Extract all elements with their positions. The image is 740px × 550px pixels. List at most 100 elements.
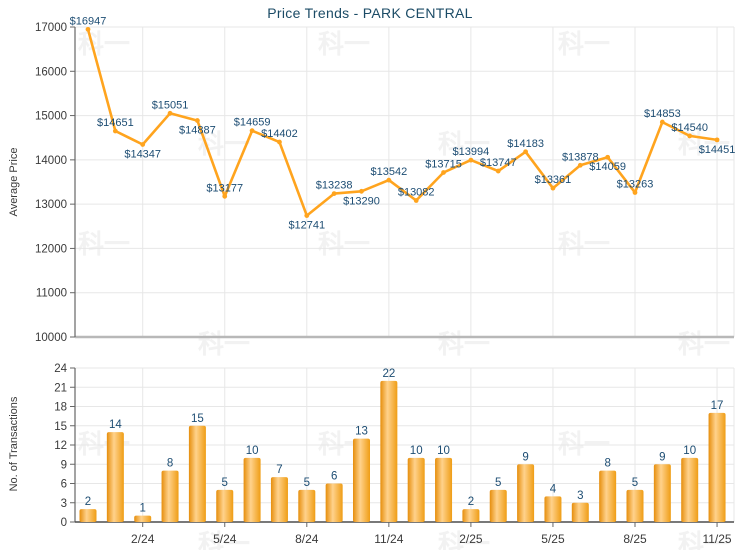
data-point-marker bbox=[714, 137, 720, 143]
data-point-marker bbox=[222, 193, 228, 199]
bar-value-label: 10 bbox=[410, 445, 423, 457]
price-point-label: $14887 bbox=[179, 125, 216, 137]
y-tick-label-price: 14000 bbox=[35, 155, 67, 167]
data-point-marker bbox=[468, 157, 474, 163]
price-point-label: $14853 bbox=[644, 108, 681, 120]
y-tick-label-price: 10000 bbox=[35, 332, 67, 344]
watermark-text: 科一 bbox=[438, 530, 491, 550]
data-point-marker bbox=[495, 168, 501, 174]
data-point-marker bbox=[195, 118, 200, 123]
bar-value-label: 8 bbox=[604, 458, 610, 470]
data-point-marker bbox=[140, 142, 146, 147]
bar-value-label: 22 bbox=[382, 368, 395, 380]
watermark-text: 科一 bbox=[78, 230, 131, 260]
watermark-text: 科一 bbox=[318, 30, 371, 60]
x-tick-label: 8/24 bbox=[295, 532, 319, 546]
price-point-label: $12741 bbox=[288, 220, 325, 232]
bar-value-label: 15 bbox=[191, 413, 204, 425]
y-tick-label-transactions: 6 bbox=[61, 479, 67, 491]
bar-value-label: 10 bbox=[437, 445, 450, 457]
chart-title: Price Trends - PARK CENTRAL bbox=[267, 5, 473, 21]
transaction-bar bbox=[599, 470, 617, 522]
y-tick-label-price: 17000 bbox=[35, 22, 67, 34]
watermark-text: 科一 bbox=[558, 230, 611, 260]
gridlines bbox=[75, 26, 735, 522]
price-point-label: $16947 bbox=[70, 15, 107, 27]
y-axis-title-average-price: Average Price bbox=[8, 147, 20, 217]
price-point-label: $14059 bbox=[589, 161, 626, 173]
price-point-label: $13542 bbox=[370, 166, 407, 178]
watermark-text: 科一 bbox=[438, 130, 491, 160]
transaction-bar bbox=[325, 483, 343, 522]
watermark-text: 科一 bbox=[678, 530, 731, 550]
watermark-text: 科一 bbox=[678, 330, 731, 360]
bar-value-label: 5 bbox=[632, 477, 638, 489]
y-tick-label-transactions: 12 bbox=[54, 440, 67, 452]
price-point-label: $13177 bbox=[206, 182, 243, 194]
bar-value-label: 2 bbox=[468, 496, 474, 508]
data-point-marker bbox=[577, 162, 583, 168]
y-tick-label-transactions: 21 bbox=[54, 382, 67, 394]
price-point-label: $13994 bbox=[453, 146, 490, 158]
y-tick-label-price: 11000 bbox=[36, 288, 67, 300]
y-tick-label-price: 15000 bbox=[35, 111, 67, 123]
y-tick-label-price: 12000 bbox=[35, 243, 67, 255]
data-point-marker bbox=[85, 26, 91, 32]
y-tick-label-price: 16000 bbox=[35, 66, 67, 78]
price-point-label: $14347 bbox=[124, 148, 161, 160]
transaction-bar bbox=[216, 489, 234, 522]
price-point-label: $13715 bbox=[425, 158, 462, 170]
x-tick-label: 5/24 bbox=[213, 532, 237, 546]
x-tick-label: 11/25 bbox=[702, 532, 731, 546]
y-tick-label-price: 13000 bbox=[35, 199, 67, 211]
bar-value-label: 5 bbox=[222, 477, 228, 489]
x-tick-label: 2/24 bbox=[131, 532, 155, 546]
price-point-label: $15051 bbox=[152, 99, 189, 111]
data-point-marker bbox=[331, 191, 337, 197]
price-point-label: $13263 bbox=[617, 178, 654, 190]
bar-value-labels: 2 14 1 8 15 5 10 7 5 6 13 22 10 10 2 5 9 4 3 8 5 9 10 17 bbox=[85, 368, 724, 515]
transaction-bar bbox=[681, 457, 699, 522]
bar-value-label: 3 bbox=[577, 490, 583, 502]
transaction-bar bbox=[134, 515, 152, 522]
x-tick-label: 8/25 bbox=[623, 532, 647, 546]
bar-value-label: 1 bbox=[139, 503, 145, 515]
price-line-markers bbox=[85, 26, 720, 219]
price-point-label: $14183 bbox=[507, 138, 544, 150]
data-point-marker bbox=[167, 110, 173, 116]
transaction-bar bbox=[653, 464, 671, 522]
axis-tick-labels: 10000 11000 12000 13000 14000 15000 16000 17000… bbox=[35, 22, 68, 529]
price-point-label: $14659 bbox=[234, 117, 271, 129]
watermark-text: 科一 bbox=[558, 30, 611, 60]
data-point-marker bbox=[304, 213, 310, 219]
watermark-text: 科一 bbox=[198, 530, 251, 550]
price-point-label: $13747 bbox=[480, 157, 517, 169]
x-axis-labels: 2/24 5/24 8/24 11/24 2/25 5/25 8/25 11/25 bbox=[131, 532, 732, 546]
y-tick-label-transactions: 24 bbox=[54, 363, 67, 375]
bar-value-label: 14 bbox=[109, 419, 122, 431]
transaction-bar bbox=[188, 425, 206, 522]
bar-value-label: 6 bbox=[331, 471, 337, 483]
watermark-text: 科一 bbox=[318, 230, 371, 260]
price-point-label: $14451 bbox=[699, 144, 736, 156]
bar-value-label: 2 bbox=[85, 496, 91, 508]
y-tick-label-transactions: 15 bbox=[54, 421, 67, 433]
transaction-bar bbox=[298, 489, 316, 522]
price-point-label: $13238 bbox=[316, 180, 353, 192]
transaction-bar bbox=[380, 380, 398, 522]
y-tick-label-transactions: 0 bbox=[61, 517, 67, 529]
transaction-bar bbox=[544, 496, 562, 522]
transaction-bars bbox=[79, 380, 726, 522]
price-point-label: $13290 bbox=[343, 195, 380, 207]
transaction-bar bbox=[571, 502, 589, 522]
transaction-bar bbox=[626, 489, 644, 522]
data-point-marker bbox=[249, 128, 255, 134]
x-tick-label: 11/24 bbox=[374, 532, 403, 546]
y-tick-label-transactions: 3 bbox=[61, 498, 67, 510]
data-point-marker bbox=[277, 139, 282, 145]
transaction-bar bbox=[517, 464, 535, 522]
y-tick-label-transactions: 18 bbox=[54, 402, 67, 414]
bar-value-label: 8 bbox=[167, 458, 173, 470]
